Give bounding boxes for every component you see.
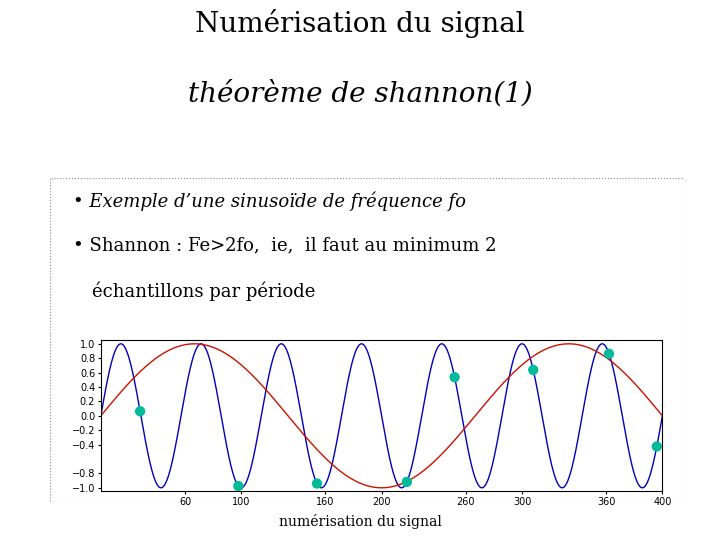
Text: Numérisation du signal: Numérisation du signal	[195, 9, 525, 38]
Point	[449, 373, 460, 382]
Point	[135, 407, 146, 416]
Point	[233, 482, 244, 490]
Text: • Exemple d’une sinusoïde de fréquence fo: • Exemple d’une sinusoïde de fréquence f…	[73, 191, 466, 211]
Point	[401, 477, 413, 486]
Text: • Shannon : Fe>2fo,  ie,  il faut au minimum 2: • Shannon : Fe>2fo, ie, il faut au minim…	[73, 237, 496, 254]
Text: théorème de shannon(1): théorème de shannon(1)	[188, 80, 532, 107]
Text: numérisation du signal: numérisation du signal	[279, 514, 441, 529]
Point	[311, 479, 323, 488]
Point	[528, 366, 539, 374]
Point	[603, 349, 615, 358]
Text: échantillons par période: échantillons par période	[91, 282, 315, 301]
Point	[651, 442, 662, 451]
